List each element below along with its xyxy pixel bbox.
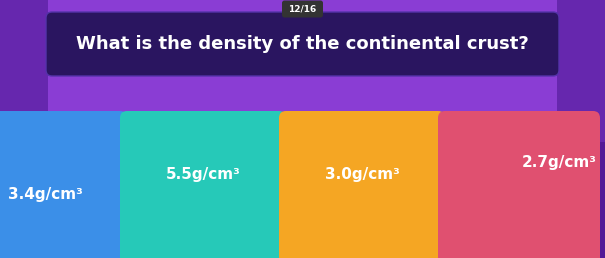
FancyBboxPatch shape bbox=[120, 111, 286, 258]
Bar bbox=[0, 142, 605, 258]
Text: What is the density of the continental crust?: What is the density of the continental c… bbox=[76, 35, 529, 53]
FancyBboxPatch shape bbox=[46, 12, 559, 76]
FancyBboxPatch shape bbox=[282, 1, 323, 18]
Text: 5.5g/cm³: 5.5g/cm³ bbox=[166, 167, 240, 182]
FancyBboxPatch shape bbox=[438, 111, 600, 258]
Bar bbox=[557, 0, 605, 258]
Text: 3.0g/cm³: 3.0g/cm³ bbox=[324, 167, 399, 182]
Text: 12/16: 12/16 bbox=[289, 4, 316, 13]
FancyBboxPatch shape bbox=[279, 111, 445, 258]
Text: 3.4g/cm³: 3.4g/cm³ bbox=[8, 188, 83, 203]
Bar bbox=[0, 0, 48, 258]
Bar bbox=[0, 0, 605, 142]
Text: 2.7g/cm³: 2.7g/cm³ bbox=[522, 155, 597, 170]
FancyBboxPatch shape bbox=[0, 111, 127, 258]
